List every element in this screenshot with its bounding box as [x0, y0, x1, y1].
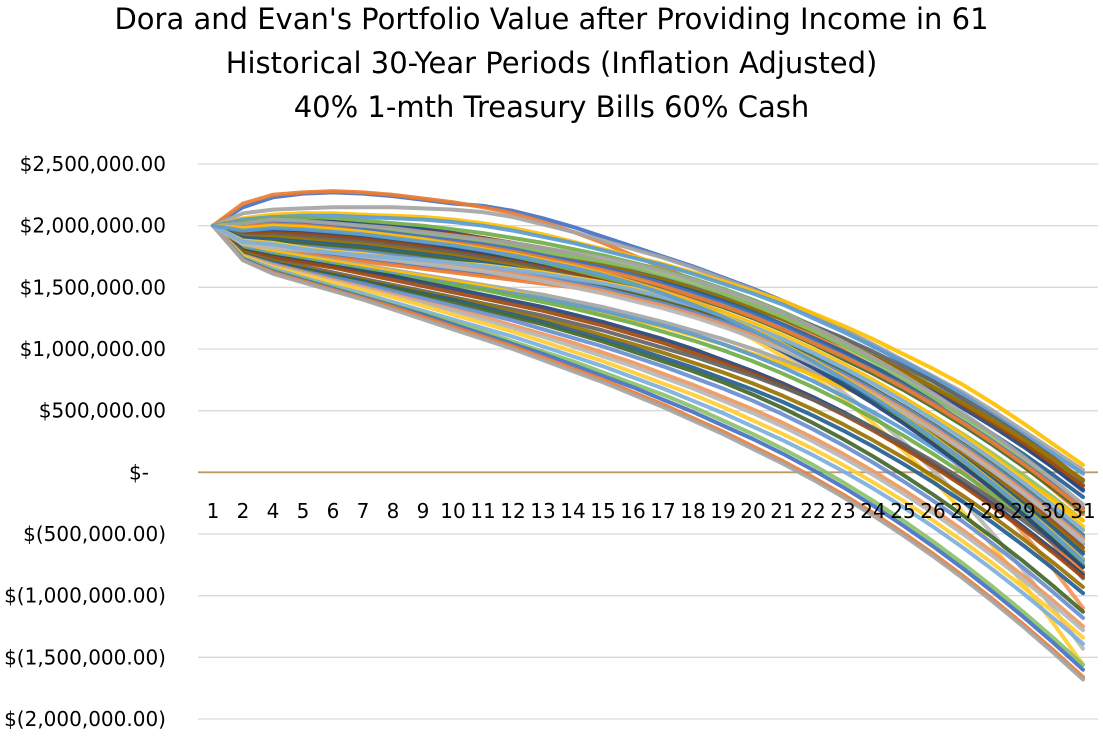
x-tick-label: 11: [470, 499, 495, 523]
x-tick-label: 7: [357, 499, 370, 523]
chart-title-line-1: Dora and Evan's Portfolio Value after Pr…: [114, 2, 989, 36]
x-tick-label: 26: [920, 499, 945, 523]
series-line: [211, 223, 1085, 533]
x-tick-label: 10: [440, 499, 465, 523]
y-tick-label: $(1,000,000.00): [4, 584, 166, 608]
x-tick-label: 15: [590, 499, 615, 523]
y-tick-label: $-: [129, 460, 149, 484]
series-line: [211, 217, 1085, 507]
x-tick-label: 31: [1070, 499, 1095, 523]
y-tick-label: $500,000.00: [39, 399, 166, 423]
x-tick-label: 14: [560, 499, 585, 523]
x-axis-ticks: 1 2 4 5 6 7 8 9 10 11 12 13 14 15 16 17 18 19 20 21 22 23 24 25…: [207, 499, 1096, 523]
x-tick-label: 5: [297, 499, 310, 523]
y-tick-label: $(500,000.00): [23, 522, 166, 546]
x-tick-label: 12: [500, 499, 525, 523]
series-line: [211, 223, 1085, 682]
x-tick-label: 22: [800, 499, 825, 523]
x-tick-label: 18: [680, 499, 705, 523]
x-tick-label: 16: [620, 499, 645, 523]
x-tick-label: 4: [267, 499, 280, 523]
y-tick-label: $2,000,000.00: [20, 214, 166, 238]
series-line: [211, 223, 1085, 640]
x-tick-label: 13: [530, 499, 555, 523]
x-tick-label: 8: [387, 499, 400, 523]
y-tick-label: $2,500,000.00: [20, 152, 166, 176]
x-tick-label: 29: [1010, 499, 1035, 523]
y-axis-ticks: $2,500,000.00 $2,000,000.00 $1,500,000.00 $…: [4, 152, 166, 731]
x-tick-label: 25: [890, 499, 915, 523]
y-tick-label: $1,500,000.00: [20, 275, 166, 299]
x-tick-label: 28: [980, 499, 1005, 523]
y-tick-label: $(1,500,000.00): [4, 645, 166, 669]
x-tick-label: 6: [327, 499, 340, 523]
series-line: [211, 213, 1085, 476]
x-tick-label: 2: [237, 499, 250, 523]
x-tick-label: 17: [650, 499, 675, 523]
y-tick-label: $1,000,000.00: [20, 337, 166, 361]
x-tick-label: 30: [1040, 499, 1065, 523]
chart-title-line-2: Historical 30-Year Periods (Inflation Ad…: [225, 46, 878, 80]
y-tick-label: $(2,000,000.00): [4, 707, 166, 731]
x-tick-label: 27: [950, 499, 975, 523]
x-tick-label: 20: [740, 499, 765, 523]
series-line: [211, 223, 1085, 577]
series-line: [211, 223, 1085, 539]
series-lines: [211, 189, 1085, 682]
x-tick-label: 21: [770, 499, 795, 523]
chart-title-line-3: 40% 1-mth Treasury Bills 60% Cash: [293, 90, 810, 124]
x-tick-label: 1: [207, 499, 220, 523]
x-tick-label: 19: [710, 499, 735, 523]
x-tick-label: 24: [860, 499, 885, 523]
x-tick-label: 23: [830, 499, 855, 523]
series-line: [211, 223, 1085, 620]
series-line: [211, 223, 1085, 564]
x-tick-label: 9: [417, 499, 430, 523]
series-line: [211, 223, 1085, 646]
series-line: [211, 223, 1085, 580]
